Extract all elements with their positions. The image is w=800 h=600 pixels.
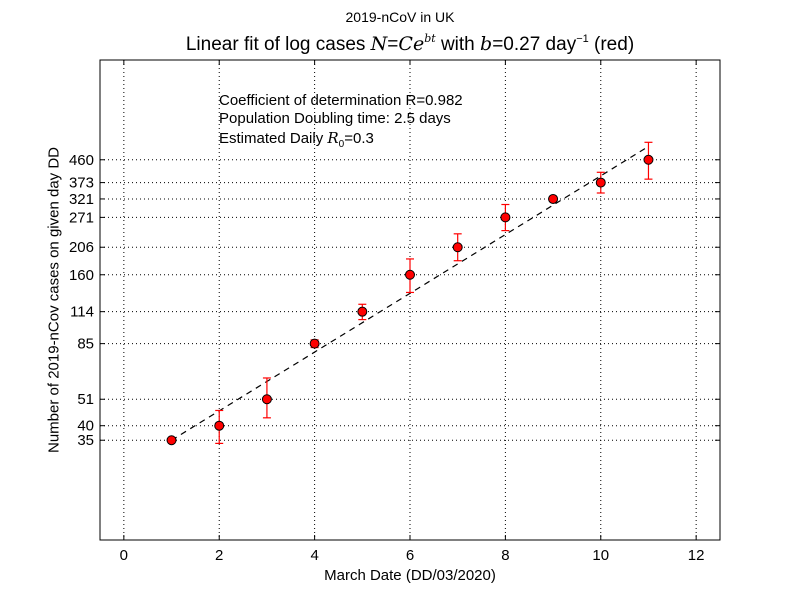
x-tick-label: 0: [120, 547, 128, 564]
y-tick-label: 35: [77, 432, 94, 449]
x-tick-label: 4: [310, 547, 318, 564]
title-formula-ce: Ce: [398, 33, 425, 55]
data-point: [595, 177, 606, 188]
title-b-value: =0.27: [492, 34, 541, 55]
data-point: [500, 212, 511, 223]
data-point: [214, 420, 225, 431]
data-point: [548, 193, 559, 204]
x-tick-label: 2: [215, 547, 223, 564]
title-unit-exponent: −1: [576, 33, 589, 45]
y-tick-label: 40: [77, 418, 94, 435]
y-tick-label: 373: [69, 175, 94, 192]
title-formula-n: N: [370, 33, 388, 55]
y-tick-label: 460: [69, 152, 94, 169]
annotation-r0: Estimated Daily R0=0.3: [219, 129, 374, 150]
x-tick-label: 8: [501, 547, 509, 564]
annotation-r0-value: =0.3: [344, 130, 374, 147]
annotation-r0-subscript: 0: [338, 139, 345, 150]
data-point: [166, 435, 177, 446]
figure-suptitle: 2019-nCoV in UK: [345, 9, 455, 25]
x-axis-label: March Date (DD/03/2020): [324, 567, 496, 584]
annotation-r-squared: Coefficient of determination R=0.982: [219, 92, 463, 109]
x-tick-label: 12: [688, 547, 705, 564]
y-tick-label: 271: [69, 209, 94, 226]
title-prefix: Linear fit of log cases: [185, 34, 371, 55]
title-with: with: [435, 34, 481, 55]
data-point: [261, 394, 272, 405]
fit-line: [171, 145, 649, 441]
y-tick-label: 321: [69, 191, 94, 208]
data-point: [309, 338, 320, 349]
annotation-doubling-time: Population Doubling time: 2.5 days: [219, 110, 451, 127]
error-bars-group: [215, 141, 653, 444]
x-tick-label: 10: [592, 547, 609, 564]
data-point: [643, 154, 654, 165]
title-unit: day: [540, 34, 577, 55]
y-tick-label: 160: [69, 267, 94, 284]
data-points-group: [166, 154, 654, 446]
data-point: [405, 269, 415, 280]
y-tick-label: 85: [77, 336, 94, 353]
chart-title: Linear fit of log cases N=Cebt with b=0.…: [100, 32, 720, 56]
title-b-symbol: b: [480, 33, 493, 55]
y-tick-label: 114: [70, 304, 94, 321]
fit-line-group: [171, 145, 649, 441]
y-axis-label: Number of 2019-nCov cases on given day D…: [45, 147, 63, 453]
title-formula-exponent: bt: [424, 32, 436, 45]
y-tick-label: 51: [77, 391, 94, 408]
title-formula-eq: =: [387, 34, 399, 55]
annotation-r0-symbol: R: [327, 129, 339, 147]
grid-lines: [100, 60, 720, 540]
y-tick-label: 206: [69, 239, 94, 256]
data-point: [357, 306, 368, 317]
annotation-r0-label: Estimated Daily: [219, 130, 328, 147]
title-suffix: (red): [588, 34, 635, 55]
x-tick-label: 6: [406, 547, 414, 564]
axis-ticks: [100, 60, 720, 540]
data-point: [452, 242, 463, 253]
